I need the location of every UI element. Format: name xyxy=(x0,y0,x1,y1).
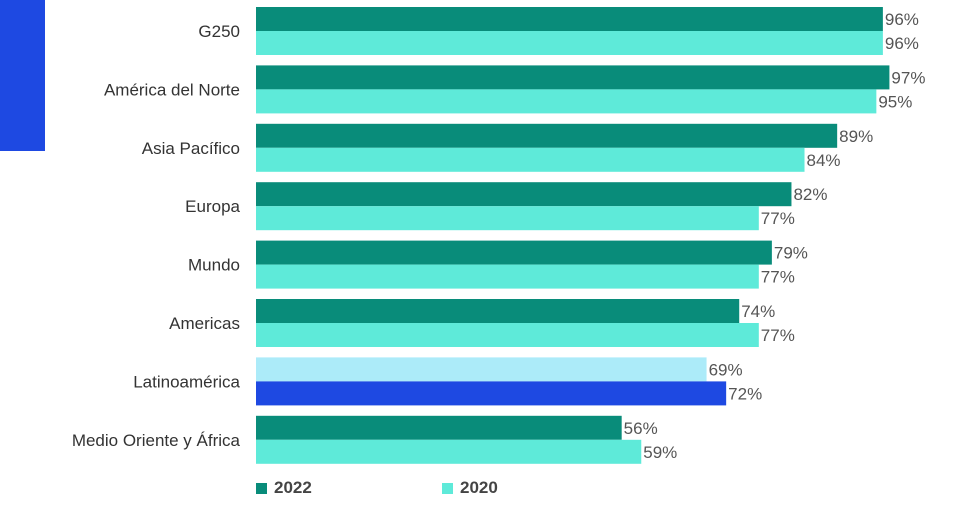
bar-2020-americas xyxy=(256,323,759,347)
bar-2020-asia-pacifico xyxy=(256,147,805,172)
value-label-2022-asia-pacifico: 89% xyxy=(839,127,873,146)
bar-2020-medio-oriente-y-africa xyxy=(256,439,642,464)
bar-2022-america-del-norte xyxy=(256,65,890,90)
value-label-2020-europa: 77% xyxy=(761,209,795,228)
category-label-europa: Europa xyxy=(185,197,240,216)
value-label-2020-asia-pacifico: 84% xyxy=(807,151,841,170)
value-label-2020-america-del-norte: 95% xyxy=(878,92,912,111)
bar-2020-mundo xyxy=(256,264,759,289)
bar-2022-asia-pacifico xyxy=(256,123,838,148)
bar-2022-medio-oriente-y-africa xyxy=(256,415,622,440)
bar-2022-europa xyxy=(256,182,792,207)
legend-label-2020: 2020 xyxy=(460,478,498,497)
legend-label-2022: 2022 xyxy=(274,478,312,497)
bar-2022-g250 xyxy=(256,7,883,31)
bar-2020-europa xyxy=(256,206,759,231)
bar-2022-latinoamerica xyxy=(256,357,707,382)
value-label-2020-medio-oriente-y-africa: 59% xyxy=(643,443,677,462)
value-label-2022-america-del-norte: 97% xyxy=(891,68,925,87)
value-label-2022-mundo: 79% xyxy=(774,244,808,263)
category-label-g250: G250 xyxy=(198,22,240,41)
value-label-2020-g250: 96% xyxy=(885,34,919,53)
value-label-2020-americas: 77% xyxy=(761,326,795,345)
category-label-asia-pacifico: Asia Pacífico xyxy=(142,139,240,158)
category-label-medio-oriente-y-africa: Medio Oriente y África xyxy=(72,431,241,450)
value-label-2022-latinoamerica: 69% xyxy=(709,360,743,379)
bar-2020-america-del-norte xyxy=(256,89,877,114)
legend-swatch-2020 xyxy=(442,482,453,494)
category-label-americas: Americas xyxy=(169,314,240,333)
value-label-2022-g250: 96% xyxy=(885,10,919,29)
bar-2022-americas xyxy=(256,299,740,323)
category-label-latinoamerica: Latinoamérica xyxy=(133,372,240,391)
accent-block xyxy=(0,0,45,151)
value-label-2022-americas: 74% xyxy=(741,302,775,321)
legend-item-2022: 2022 xyxy=(256,478,312,498)
legend-item-2020: 2020 xyxy=(442,478,498,498)
legend-swatch-2022 xyxy=(256,482,267,494)
value-label-2022-medio-oriente-y-africa: 56% xyxy=(624,419,658,438)
category-label-mundo: Mundo xyxy=(188,256,240,275)
value-label-2022-europa: 82% xyxy=(793,185,827,204)
value-label-2020-latinoamerica: 72% xyxy=(728,384,762,403)
bar-chart: G250 96% 96% América del Norte 97% 95% Asia Pa… xyxy=(72,7,925,464)
bar-2020-g250 xyxy=(256,31,883,55)
value-label-2020-mundo: 77% xyxy=(761,268,795,287)
category-label-america-del-norte: América del Norte xyxy=(104,80,240,99)
bar-2020-latinoamerica xyxy=(256,381,727,406)
bar-2022-mundo xyxy=(256,240,772,265)
